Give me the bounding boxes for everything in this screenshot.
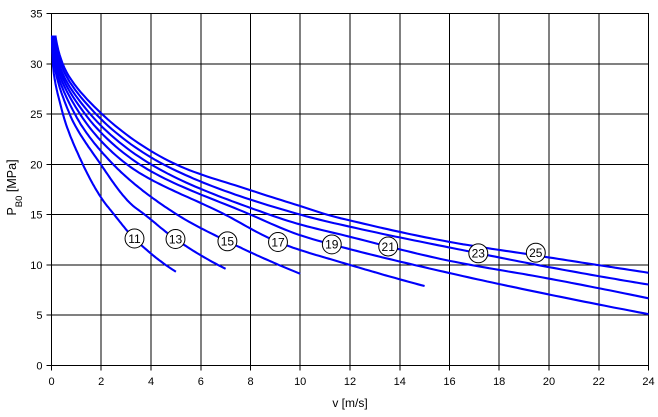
svg-text:22: 22 [593, 376, 605, 388]
svg-text:10: 10 [30, 260, 42, 272]
svg-text:35: 35 [30, 9, 42, 21]
svg-text:24: 24 [642, 376, 654, 388]
svg-text:20: 20 [30, 159, 42, 171]
svg-text:25: 25 [529, 246, 543, 260]
svg-text:11: 11 [128, 232, 141, 246]
svg-text:0: 0 [36, 361, 42, 373]
svg-text:21: 21 [382, 240, 396, 254]
svg-text:v [m/s]: v [m/s] [332, 396, 367, 410]
svg-text:6: 6 [198, 376, 204, 388]
svg-text:15: 15 [221, 235, 235, 249]
svg-text:12: 12 [344, 376, 356, 388]
svg-text:8: 8 [247, 376, 253, 388]
svg-text:25: 25 [30, 109, 42, 121]
svg-text:20: 20 [543, 376, 555, 388]
svg-text:15: 15 [30, 210, 42, 222]
svg-text:30: 30 [30, 59, 42, 71]
svg-text:5: 5 [36, 310, 42, 322]
svg-text:18: 18 [493, 376, 505, 388]
svg-text:23: 23 [472, 247, 486, 261]
svg-text:4: 4 [148, 376, 154, 388]
svg-text:19: 19 [325, 238, 339, 252]
svg-text:10: 10 [294, 376, 306, 388]
svg-text:2: 2 [98, 376, 104, 388]
svg-text:16: 16 [443, 376, 455, 388]
svg-text:0: 0 [48, 376, 54, 388]
svg-text:14: 14 [394, 376, 406, 388]
svg-text:13: 13 [169, 232, 183, 246]
svg-text:17: 17 [271, 235, 285, 249]
